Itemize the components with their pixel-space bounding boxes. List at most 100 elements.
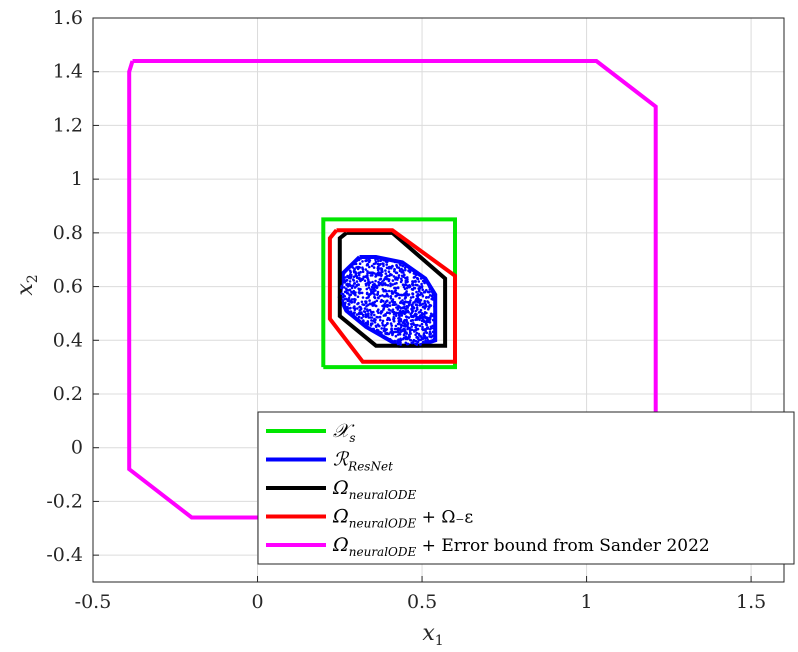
y-tick-label: 0.2 xyxy=(53,383,83,405)
sample-point xyxy=(377,296,380,300)
sample-point xyxy=(424,340,428,344)
x-tick-label: 1 xyxy=(581,591,593,613)
sample-point xyxy=(420,319,424,323)
sample-point xyxy=(399,323,403,327)
sample-point xyxy=(403,329,407,332)
sample-point xyxy=(374,260,378,264)
sample-point xyxy=(423,313,426,316)
sample-point xyxy=(403,283,407,287)
sample-point xyxy=(412,306,416,310)
sample-point xyxy=(379,300,383,304)
sample-point xyxy=(406,337,409,341)
sample-point xyxy=(365,308,369,311)
sample-point xyxy=(350,298,354,301)
sample-point xyxy=(408,270,412,274)
sample-point xyxy=(341,299,345,303)
sample-point xyxy=(386,284,390,287)
sample-point xyxy=(353,297,356,301)
sample-point xyxy=(376,293,379,297)
sample-point xyxy=(407,310,410,314)
sample-point xyxy=(428,318,432,322)
sample-point xyxy=(365,305,368,308)
sample-point xyxy=(378,294,382,298)
sample-point xyxy=(415,294,419,298)
series-line-4 xyxy=(327,228,457,364)
sample-point xyxy=(433,305,436,308)
sample-point xyxy=(365,296,369,300)
sample-point xyxy=(397,260,401,264)
sample-point xyxy=(393,282,397,286)
sample-point xyxy=(408,303,411,306)
sample-point xyxy=(402,333,406,337)
x-tick-label: 1.5 xyxy=(736,591,766,613)
x-axis-ticks: -0.5 0 0.5 1 1.5 xyxy=(75,576,766,613)
sample-point xyxy=(404,279,408,283)
sample-point xyxy=(404,315,408,318)
sample-point xyxy=(422,328,425,332)
sample-point xyxy=(427,301,430,304)
sample-point xyxy=(388,301,392,305)
sample-point xyxy=(409,338,412,342)
sample-point xyxy=(396,308,400,311)
sample-point xyxy=(366,256,369,259)
sample-point xyxy=(431,324,434,328)
sample-point xyxy=(372,266,376,269)
sample-point xyxy=(430,297,434,301)
sample-point xyxy=(415,271,419,275)
sample-point xyxy=(382,307,386,310)
sample-point xyxy=(403,323,407,326)
sample-point xyxy=(362,275,366,279)
sample-point xyxy=(394,330,398,334)
sample-point xyxy=(404,325,407,328)
sample-point xyxy=(412,322,415,325)
sample-point xyxy=(400,274,404,278)
sample-point xyxy=(428,330,432,334)
sample-point xyxy=(419,308,423,312)
sample-point xyxy=(383,327,386,330)
sample-point xyxy=(431,334,435,338)
sample-point xyxy=(345,283,348,287)
sample-point xyxy=(349,312,352,316)
sample-point xyxy=(411,288,415,291)
sample-point xyxy=(410,325,414,328)
sample-point xyxy=(427,307,430,311)
sample-point xyxy=(425,311,428,315)
y-tick-label: 1.2 xyxy=(53,114,83,136)
sample-point xyxy=(398,318,401,321)
sample-point xyxy=(343,303,347,307)
sample-point xyxy=(405,290,408,293)
sample-point xyxy=(380,327,384,330)
sample-point xyxy=(392,330,396,334)
sample-point xyxy=(345,309,349,313)
sample-point xyxy=(410,341,414,345)
sample-point xyxy=(357,291,361,294)
sample-point xyxy=(399,311,402,315)
y-tick-label: 0 xyxy=(71,437,83,459)
sample-point xyxy=(419,335,422,338)
sample-point xyxy=(354,291,357,294)
sample-point xyxy=(355,313,359,316)
sample-point xyxy=(366,270,369,273)
sample-point xyxy=(418,273,421,277)
sample-point xyxy=(360,300,364,304)
sample-point xyxy=(376,268,380,272)
sample-point xyxy=(418,301,421,305)
sample-point xyxy=(390,324,394,327)
sample-point xyxy=(370,319,373,322)
y-axis-label: x2 xyxy=(13,274,41,295)
sample-point xyxy=(400,314,404,317)
sample-point xyxy=(414,313,417,317)
sample-point xyxy=(412,276,416,279)
sample-point xyxy=(419,315,422,319)
sample-point xyxy=(383,304,387,308)
sample-point xyxy=(346,274,349,278)
sample-point xyxy=(398,306,401,309)
sample-point xyxy=(413,301,416,304)
x-tick-label: 0.5 xyxy=(407,591,437,613)
sample-point xyxy=(371,271,374,275)
sample-point xyxy=(342,280,345,284)
y-axis-ticks: -0.4 -0.2 0 0.2 0.4 0.6 0.8 1 1.2 1.4 1.6 xyxy=(46,7,99,566)
sample-point xyxy=(359,306,362,309)
